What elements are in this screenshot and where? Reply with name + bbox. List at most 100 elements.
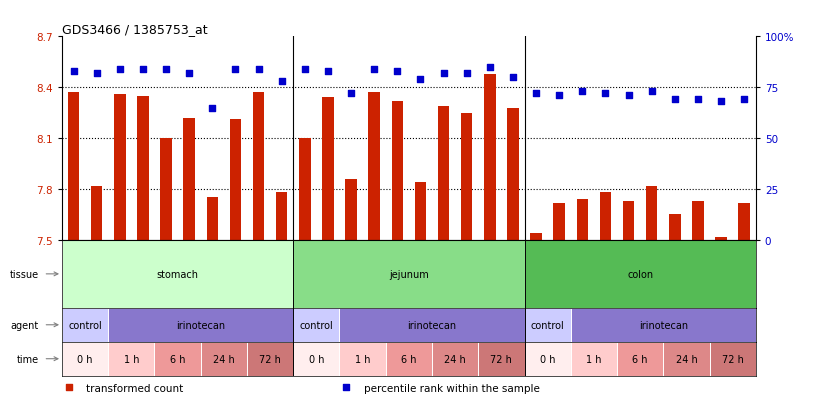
Bar [62, 342, 108, 376]
Bar [183, 119, 195, 240]
Text: time: time [17, 354, 39, 364]
Point [414, 76, 427, 83]
Point [113, 66, 126, 73]
Point [437, 71, 450, 77]
Point [252, 66, 265, 73]
Text: 6 h: 6 h [170, 354, 185, 364]
Point [553, 93, 566, 100]
Point [136, 66, 150, 73]
Text: colon: colon [627, 269, 653, 279]
Point [483, 64, 496, 71]
Text: agent: agent [11, 320, 39, 330]
Bar [154, 342, 201, 376]
Text: 24 h: 24 h [213, 354, 235, 364]
Bar [646, 186, 657, 240]
Text: 0 h: 0 h [540, 354, 555, 364]
Text: 72 h: 72 h [259, 354, 281, 364]
Text: tissue: tissue [10, 269, 39, 279]
Point [691, 97, 705, 103]
Bar [137, 96, 149, 240]
Point [229, 66, 242, 73]
Point [339, 384, 353, 390]
Text: control: control [300, 320, 333, 330]
Point [206, 105, 219, 112]
Bar [484, 74, 496, 240]
Bar [710, 342, 756, 376]
Bar [201, 342, 247, 376]
Bar [230, 120, 241, 240]
Bar [438, 107, 449, 240]
Point [321, 69, 335, 75]
Point [738, 97, 751, 103]
Point [714, 99, 728, 105]
Bar [392, 102, 403, 240]
Point [344, 91, 358, 97]
Text: control: control [69, 320, 102, 330]
Bar [386, 342, 432, 376]
Bar [553, 203, 565, 240]
Point [599, 91, 612, 97]
Point [298, 66, 311, 73]
Text: transformed count: transformed count [86, 383, 183, 393]
Text: 0 h: 0 h [309, 354, 324, 364]
Text: 24 h: 24 h [444, 354, 466, 364]
Text: 24 h: 24 h [676, 354, 697, 364]
Bar [715, 237, 727, 240]
Bar [322, 98, 334, 240]
Point [645, 89, 658, 95]
Text: irinotecan: irinotecan [638, 320, 688, 330]
Point [622, 93, 635, 100]
Point [90, 71, 103, 77]
Text: 1 h: 1 h [586, 354, 601, 364]
Bar [415, 183, 426, 240]
Bar [571, 342, 617, 376]
Bar [293, 308, 339, 342]
Bar [293, 342, 339, 376]
Bar [108, 308, 293, 342]
Bar [276, 193, 287, 240]
Text: percentile rank within the sample: percentile rank within the sample [363, 383, 539, 393]
Bar [571, 308, 756, 342]
Bar [738, 203, 750, 240]
Bar [160, 139, 172, 240]
Point [506, 74, 520, 81]
Bar [663, 342, 710, 376]
Bar [530, 234, 542, 240]
Text: irinotecan: irinotecan [407, 320, 457, 330]
Text: 6 h: 6 h [401, 354, 416, 364]
Bar [206, 198, 218, 240]
Bar [299, 139, 311, 240]
Text: 72 h: 72 h [491, 354, 512, 364]
Point [159, 66, 173, 73]
Text: 1 h: 1 h [355, 354, 370, 364]
Bar [617, 342, 663, 376]
Bar [600, 193, 611, 240]
Text: 0 h: 0 h [78, 354, 93, 364]
Bar [293, 240, 525, 308]
Bar [108, 342, 154, 376]
Point [668, 97, 681, 103]
Point [183, 71, 196, 77]
Bar [91, 186, 102, 240]
Point [460, 71, 473, 77]
Text: stomach: stomach [157, 269, 198, 279]
Text: 1 h: 1 h [124, 354, 139, 364]
Text: 72 h: 72 h [722, 354, 743, 364]
Point [391, 69, 404, 75]
Bar [62, 240, 293, 308]
Bar [247, 342, 293, 376]
Point [67, 69, 80, 75]
Point [368, 66, 381, 73]
Bar [114, 95, 126, 240]
Text: irinotecan: irinotecan [176, 320, 225, 330]
Bar [345, 179, 357, 240]
Text: control: control [531, 320, 564, 330]
Point [62, 384, 75, 390]
Bar [62, 308, 108, 342]
Bar [478, 342, 525, 376]
Bar [253, 93, 264, 240]
Bar [525, 240, 756, 308]
Bar [507, 108, 519, 240]
Bar [68, 93, 79, 240]
Bar [525, 342, 571, 376]
